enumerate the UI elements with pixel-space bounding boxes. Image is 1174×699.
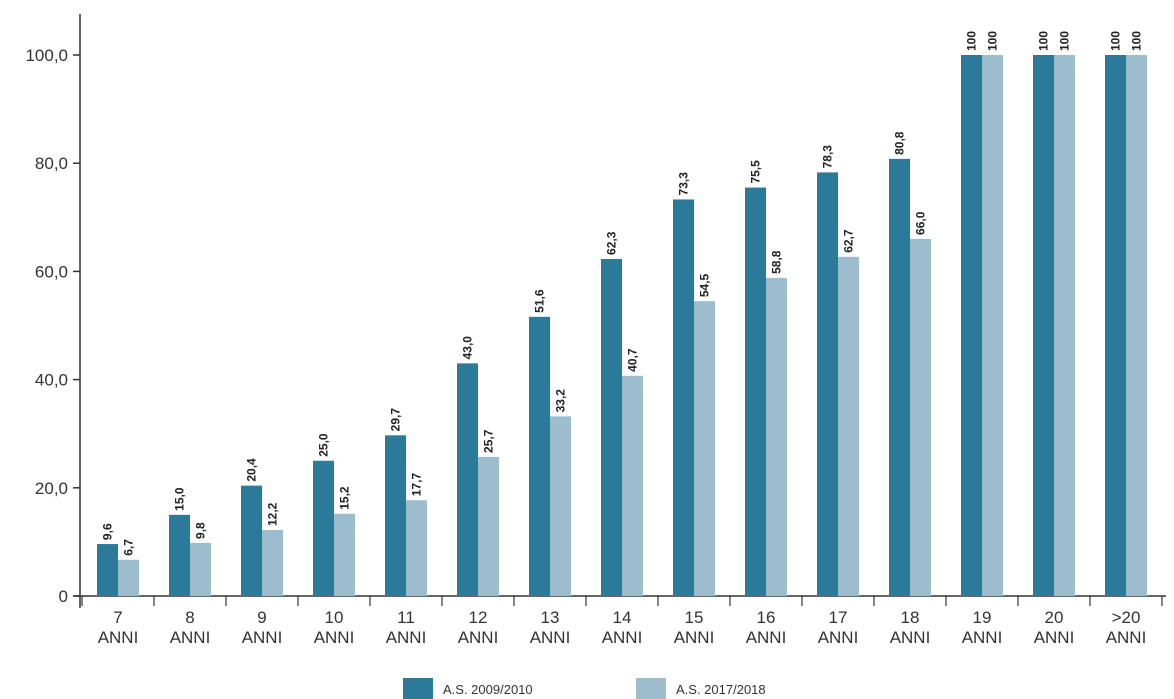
- bar-series-1: [817, 172, 838, 596]
- bar-series-2: [982, 55, 1003, 596]
- data-label-series-2: 17,7: [410, 473, 424, 497]
- data-label-series-1: 29,7: [389, 408, 403, 432]
- bar-series-1: [457, 363, 478, 596]
- bar-series-2: [406, 500, 427, 596]
- x-tick-label: 8 ANNI: [170, 608, 211, 647]
- bar-series-2: [118, 559, 139, 596]
- bar-series-1: [241, 485, 262, 596]
- x-tick-label: 15 ANNI: [674, 608, 715, 647]
- data-label-series-1: 9,6: [101, 523, 115, 540]
- y-axis: 0 20,0 40,0 60,0 80,0 100,0: [25, 14, 81, 608]
- data-label-series-1: 51,6: [533, 289, 547, 313]
- bar-series-2: [190, 542, 211, 596]
- x-tick-label: 12 ANNI: [458, 608, 499, 647]
- bar-series-2: [1126, 55, 1147, 596]
- bar-series-1: [1105, 55, 1126, 596]
- x-tick-label: >20 ANNI: [1106, 608, 1147, 647]
- x-tick-label: 18 ANNI: [890, 608, 931, 647]
- data-label-series-2: 62,7: [842, 229, 856, 253]
- bar-series-1: [97, 544, 118, 596]
- legend-swatch-series-1: [403, 678, 433, 699]
- bar-series-2: [622, 375, 643, 596]
- data-labels: 9,6 15,0 20,4 25,0 29,7 43,0 51,6 62,3 73,3 75,5 7…: [101, 31, 1144, 556]
- x-tick-label: 16 ANNI: [746, 608, 787, 647]
- data-label-series-2: 100: [986, 31, 1000, 51]
- bar-series-2: [478, 456, 499, 596]
- data-label-series-2: 25,7: [482, 429, 496, 453]
- data-label-series-2: 58,8: [770, 250, 784, 274]
- bar-series-2: [694, 301, 715, 596]
- bar-series-1: [529, 316, 550, 596]
- bar-series-1: [673, 199, 694, 596]
- data-label-series-2: 6,7: [122, 539, 136, 556]
- data-label-series-2: 100: [1130, 31, 1144, 51]
- bar-series-1: [385, 435, 406, 596]
- bar-series-2: [838, 256, 859, 596]
- x-tick-label: 17 ANNI: [818, 608, 859, 647]
- x-tick-label: 9 ANNI: [242, 608, 283, 647]
- data-label-series-2: 15,2: [338, 486, 352, 510]
- data-label-series-2: 100: [1058, 31, 1072, 51]
- data-label-series-1: 80,8: [893, 131, 907, 155]
- y-tick-label: 20,0: [35, 479, 68, 498]
- legend-label-series-2: A.S. 2017/2018: [676, 682, 766, 697]
- data-label-series-2: 54,5: [698, 273, 712, 297]
- y-tick-label: 40,0: [35, 371, 68, 390]
- bar-series-1: [889, 158, 910, 596]
- data-label-series-1: 100: [1037, 31, 1051, 51]
- data-label-series-1: 78,3: [821, 145, 835, 169]
- x-tick-label: 11 ANNI: [386, 608, 427, 647]
- data-label-series-2: 40,7: [626, 348, 640, 372]
- x-tick-label: 13 ANNI: [530, 608, 571, 647]
- bar-series-2: [262, 529, 283, 596]
- data-label-series-2: 33,2: [554, 389, 568, 413]
- data-label-series-2: 12,2: [266, 502, 280, 526]
- bar-series-1: [601, 258, 622, 596]
- data-label-series-1: 62,3: [605, 231, 619, 255]
- y-tick-label: 0: [59, 587, 68, 606]
- y-tick-label: 80,0: [35, 154, 68, 173]
- bars: [97, 55, 1147, 597]
- x-tick-label: 7 ANNI: [98, 608, 139, 647]
- x-tick-label: 14 ANNI: [602, 608, 643, 647]
- x-axis: 7 ANNI 8 ANNI 9 ANNI 10 ANNI 11 ANNI 12 ANNI 13 ANNI 1…: [73, 595, 1166, 647]
- data-label-series-1: 20,4: [245, 458, 259, 482]
- x-tick-label: 19 ANNI: [962, 608, 1003, 647]
- bar-series-1: [169, 514, 190, 596]
- bar-series-1: [961, 55, 982, 596]
- y-tick-label: 60,0: [35, 262, 68, 281]
- data-label-series-1: 43,0: [461, 336, 475, 360]
- data-label-series-2: 9,8: [194, 522, 208, 539]
- bar-series-2: [334, 513, 355, 596]
- bar-series-1: [745, 187, 766, 597]
- data-label-series-1: 25,0: [317, 433, 331, 457]
- data-label-series-1: 100: [1109, 31, 1123, 51]
- bar-series-2: [910, 238, 931, 596]
- data-label-series-1: 73,3: [677, 172, 691, 196]
- data-label-series-1: 15,0: [173, 487, 187, 511]
- x-tick-label: 20 ANNI: [1034, 608, 1075, 647]
- bar-series-2: [1054, 55, 1075, 596]
- x-tick-label: 10 ANNI: [314, 608, 355, 647]
- bar-series-2: [766, 277, 787, 596]
- data-label-series-1: 100: [965, 31, 979, 51]
- data-label-series-2: 66,0: [914, 211, 928, 235]
- bar-series-1: [1033, 55, 1054, 596]
- legend-label-series-1: A.S. 2009/2010: [443, 682, 533, 697]
- legend-swatch-series-2: [636, 678, 666, 699]
- bar-series-1: [313, 460, 334, 596]
- bar-series-2: [550, 416, 571, 596]
- data-label-series-1: 75,5: [749, 160, 763, 184]
- y-tick-label: 100,0: [25, 46, 68, 65]
- legend: A.S. 2009/2010 A.S. 2017/2018: [403, 678, 766, 699]
